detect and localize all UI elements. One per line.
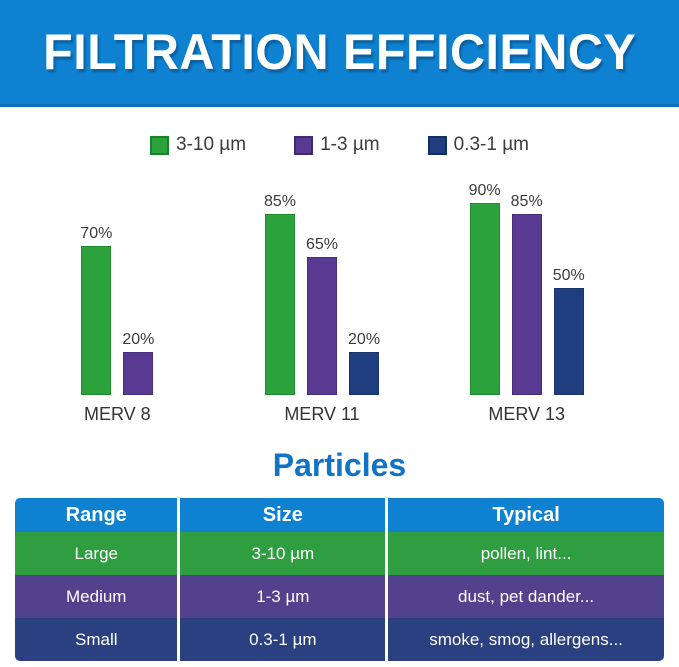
legend-swatch-icon [150, 135, 169, 155]
bar-0-3-1-m-merv-11: 20% [348, 331, 380, 395]
particles-cell-size: 0.3-1 µm [180, 618, 389, 661]
bar-3-10-m-merv-13: 90% [469, 182, 501, 395]
bar-value-label: 85% [510, 193, 543, 210]
legend-swatch-icon [427, 135, 447, 155]
category-labels: MERV 8 MERV 11 MERV 13 [0, 395, 679, 435]
legend-item-3-10-m: 3-10 µm [150, 134, 246, 156]
category-label-merv-8: MERV 8 [83, 404, 151, 424]
bar-value-label: 20% [348, 331, 381, 348]
bar-value-label: 90% [468, 182, 501, 199]
particles-cell-typical: smoke, smog, allergens... [429, 629, 623, 649]
bar-3-10-m-merv-11: 85% [264, 193, 296, 395]
particles-header-typical: Typical [492, 503, 560, 526]
bar-value-label: 70% [80, 225, 113, 242]
bar-3-10-m-merv-8: 70% [80, 225, 112, 395]
chart-group-merv-11: 85% 65% 20% [220, 155, 425, 395]
category-label-merv-13: MERV 13 [488, 404, 566, 424]
particles-row-large: Large 3-10 µm pollen, lint... [15, 532, 664, 575]
particles-header-size: Size [180, 498, 389, 532]
particles-table: Range Size Typical Large 3-10 µm pollen, lint… [15, 498, 664, 661]
bar-rect [307, 257, 337, 395]
particles-cell-typical: dust, pet dander... [458, 586, 595, 606]
particles-header-row: Range Size Typical [15, 498, 664, 532]
particles-cell-range: Medium [15, 575, 181, 618]
category-label-merv-11: MERV 11 [284, 404, 360, 424]
particles-cell-size: 1-3 µm [180, 575, 389, 618]
particles-title: Particles [272, 447, 407, 483]
particles-header-range: Range [15, 498, 181, 532]
legend-label: 1-3 µm [320, 134, 380, 155]
bar-1-3-m-merv-8: 20% [122, 331, 154, 395]
bar-rect [511, 214, 542, 395]
particles-cell-range: Small [15, 618, 181, 661]
particles-row-medium: Medium 1-3 µm dust, pet dander... [15, 575, 664, 618]
header-banner: FILTRATION EFFICIENCY [0, 0, 679, 107]
legend-label: 3-10 µm [176, 134, 247, 155]
bar-rect [349, 352, 380, 395]
bar-0-3-1-m-merv-13: 50% [553, 267, 585, 395]
particles-row-small: Small 0.3-1 µm smoke, smog, allergens... [15, 618, 664, 661]
legend-label: 0.3-1 µm [453, 134, 529, 155]
bar-value-label: 50% [552, 267, 585, 284]
chart-legend: 3-10 µm 1-3 µm 0.3-1 µm [0, 134, 679, 156]
legend-item-1-3-m: 1-3 µm [294, 134, 380, 156]
bar-1-3-m-merv-13: 85% [511, 193, 543, 395]
legend-item-0-3-1-m: 0.3-1 µm [427, 134, 529, 156]
particles-cell-size: 3-10 µm [180, 532, 389, 575]
particles-cell-range: Large [15, 532, 181, 575]
chart-group-merv-8: 70% 20% [15, 155, 220, 395]
bar-value-label: 20% [122, 331, 155, 348]
bar-rect [469, 203, 500, 395]
chart-group-merv-13: 90% 85% 50% [424, 155, 629, 395]
bar-rect [81, 246, 112, 395]
bar-1-3-m-merv-11: 65% [306, 236, 338, 395]
bar-value-label: 85% [263, 193, 296, 210]
bar-rect [123, 352, 154, 395]
bar-value-label: 65% [305, 236, 339, 253]
bar-chart: 70% 20% 85% 65% 20% 90% 85% 50% [0, 155, 679, 395]
legend-swatch-icon [294, 135, 314, 155]
page-title: FILTRATION EFFICIENCY [42, 24, 637, 80]
particles-cell-typical: pollen, lint... [480, 543, 572, 563]
bar-rect [553, 288, 584, 395]
bar-rect [264, 214, 295, 395]
